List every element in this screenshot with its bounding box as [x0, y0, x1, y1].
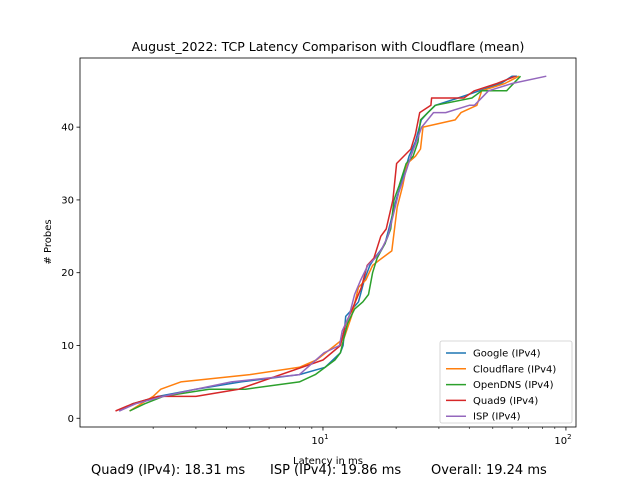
footer-overall-mean: Overall: 19.24 ms — [431, 463, 547, 478]
plot-area — [79, 57, 577, 428]
series-line-1 — [129, 75, 520, 412]
series-layer — [115, 75, 547, 412]
y-tick-label: 0 — [68, 414, 74, 425]
y-tick-label: 30 — [61, 195, 74, 206]
legend-entry: OpenDNS (IPv4) — [473, 380, 554, 391]
series-line-2 — [129, 75, 522, 412]
series-line-3 — [115, 75, 516, 412]
legend-box — [439, 340, 573, 424]
x-tick-label: 102 — [554, 433, 571, 447]
y-axis-label: # Probes — [43, 219, 54, 264]
x-axis: 101 102 — [152, 427, 572, 447]
footer-stats: Quad9 (IPv4): 18.31 ms ISP (IPv4): 19.86… — [0, 463, 640, 483]
legend: Google (IPv4) Cloudflare (IPv4) OpenDNS (I… — [439, 340, 573, 424]
legend-entry: Google (IPv4) — [473, 349, 541, 360]
chart-title: August_2022: TCP Latency Comparison with… — [132, 39, 525, 54]
legend-entry: Quad9 (IPv4) — [473, 396, 538, 407]
footer-quad9-mean: Quad9 (IPv4): 18.31 ms — [91, 463, 246, 478]
footer-isp-mean: ISP (IPv4): 19.86 ms — [270, 463, 402, 478]
series-line-4 — [118, 75, 547, 412]
x-tick-label: 101 — [311, 433, 328, 447]
y-tick-label: 20 — [61, 268, 74, 279]
legend-entry: Cloudflare (IPv4) — [473, 364, 556, 375]
x-axis-label: Latency in ms — [293, 456, 363, 467]
legend-entry: ISP (IPv4) — [473, 412, 521, 423]
y-axis: 0 10 20 30 40 — [61, 123, 80, 425]
y-tick-label: 10 — [61, 341, 74, 352]
y-tick-label: 40 — [61, 123, 74, 134]
plot-frame — [79, 57, 577, 428]
